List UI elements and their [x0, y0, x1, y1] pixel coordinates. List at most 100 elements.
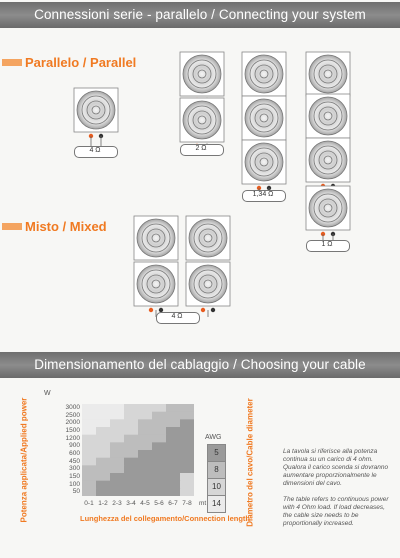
amp-terminal-d3 [242, 190, 286, 202]
heatmap-cell [152, 427, 167, 436]
speaker-cone [151, 233, 161, 243]
note-italian: La tavola si riferisce alla potenza cont… [283, 448, 389, 487]
impedance-label-mixed: 4 Ω [171, 313, 183, 320]
heatmap-cell [166, 450, 181, 459]
heatmap-cell [152, 411, 167, 420]
heatmap-cell [166, 427, 181, 436]
speaker-cone [146, 228, 166, 248]
heatmap-cell [110, 480, 125, 489]
heatmap-cell [166, 404, 181, 413]
y-tick-label: 300 [69, 465, 80, 473]
speaker-terminal [200, 307, 206, 313]
heatmap-cell [82, 465, 97, 474]
heatmap-cell [96, 450, 111, 459]
speaker-cone [249, 103, 279, 133]
y-tick-label: 450 [69, 457, 80, 465]
speaker-cone [192, 110, 212, 130]
heatmap-cell [180, 404, 194, 413]
speaker-cone [313, 59, 343, 89]
heatmap-cell [152, 488, 167, 496]
heatmap-cell [138, 473, 153, 482]
heatmap-cell [152, 480, 167, 489]
heatmap-cell [96, 473, 111, 482]
speaker-cone [244, 98, 284, 138]
impedance-label-d1: 4 Ω [89, 147, 101, 154]
awg-legend-item: 10 [207, 478, 226, 496]
y-tick-label: 2500 [65, 411, 80, 419]
speaker-cone [318, 198, 338, 218]
speaker-cone [318, 106, 338, 126]
heatmap-cell [138, 419, 153, 428]
heatmap-cell [166, 457, 181, 466]
heatmap-cell [180, 411, 194, 420]
x-tick-label: 7-8 [182, 500, 192, 507]
speaker-cone [193, 223, 223, 253]
heatmap-cell [180, 488, 194, 496]
speaker-cone [146, 274, 166, 294]
heatmap-cell [124, 434, 139, 443]
heatmap-cell [110, 457, 125, 466]
speaker-cone [187, 59, 217, 89]
speaker-cone [182, 54, 222, 94]
speaker-cone [198, 274, 218, 294]
heatmap-cell [166, 434, 181, 443]
x-tick-label: 3-4 [126, 500, 136, 507]
heatmap-cell [138, 434, 153, 443]
y-tick-label: 3000 [65, 404, 80, 411]
heatmap-cell [110, 442, 125, 451]
heatmap-cell [124, 427, 139, 436]
speaker-terminal [158, 307, 164, 313]
speaker-cone [136, 218, 176, 258]
speaker-terminal [210, 307, 216, 313]
x-tick-label: 2-3 [112, 500, 122, 507]
heatmap-cell [180, 480, 194, 489]
y-tick-label: 2000 [65, 419, 80, 427]
heatmap-cell [110, 450, 125, 459]
x-axis-label: Lunghezza del collegamento/Connection le… [80, 514, 251, 523]
speaker-cone [193, 269, 223, 299]
note-english: The table refers to continuous power wit… [283, 496, 389, 527]
heatmap-cell [180, 434, 194, 443]
heatmap-cell [124, 465, 139, 474]
mixed-heading: Misto / Mixed [25, 219, 107, 234]
heatmap-cell [124, 411, 139, 420]
speaker-cone [313, 193, 343, 223]
heatmap-cell [166, 442, 181, 451]
heatmap-cell [152, 434, 167, 443]
heatmap-cell [96, 480, 111, 489]
heatmap-cell [166, 480, 181, 489]
awg-legend-title: AWG [205, 434, 222, 441]
heatmap-cell [96, 442, 111, 451]
section-title-cable: Dimensionamento del cablaggio / Choosing… [0, 352, 400, 378]
speaker-terminal [148, 307, 154, 313]
heatmap-cell [96, 465, 111, 474]
heatmap-cell [138, 457, 153, 466]
heatmap-cell [166, 473, 181, 482]
speaker-cone [188, 218, 228, 258]
section-title-connecting: Connessioni serie - parallelo / Connecti… [0, 2, 400, 28]
heatmap-cell [138, 404, 153, 413]
speaker-cone [254, 108, 274, 128]
heatmap-cell [82, 419, 97, 428]
heatmap-cell [110, 473, 125, 482]
speaker-cone [254, 152, 274, 172]
heatmap-cell [124, 488, 139, 496]
speaker-cone [136, 264, 176, 304]
heatmap-cell [138, 480, 153, 489]
speaker-cone [308, 188, 348, 228]
speaker-cone [141, 223, 171, 253]
awg-legend-item: 8 [207, 461, 226, 479]
heatmap-cell [82, 411, 97, 420]
heatmap-cell [180, 465, 194, 474]
heatmap-cell [138, 442, 153, 451]
heatmap-cell [180, 473, 194, 482]
cable-heatmap [82, 404, 194, 496]
x-tick-label: 0-1 [84, 500, 94, 507]
heatmap-cell [110, 488, 125, 496]
y-tick-label: 1200 [65, 434, 80, 442]
impedance-label-d4: 1 Ω [321, 241, 333, 248]
heatmap-cell [96, 434, 111, 443]
heatmap-cell [110, 465, 125, 474]
y-tick-label: 150 [69, 473, 80, 480]
heatmap-cell [152, 419, 167, 428]
